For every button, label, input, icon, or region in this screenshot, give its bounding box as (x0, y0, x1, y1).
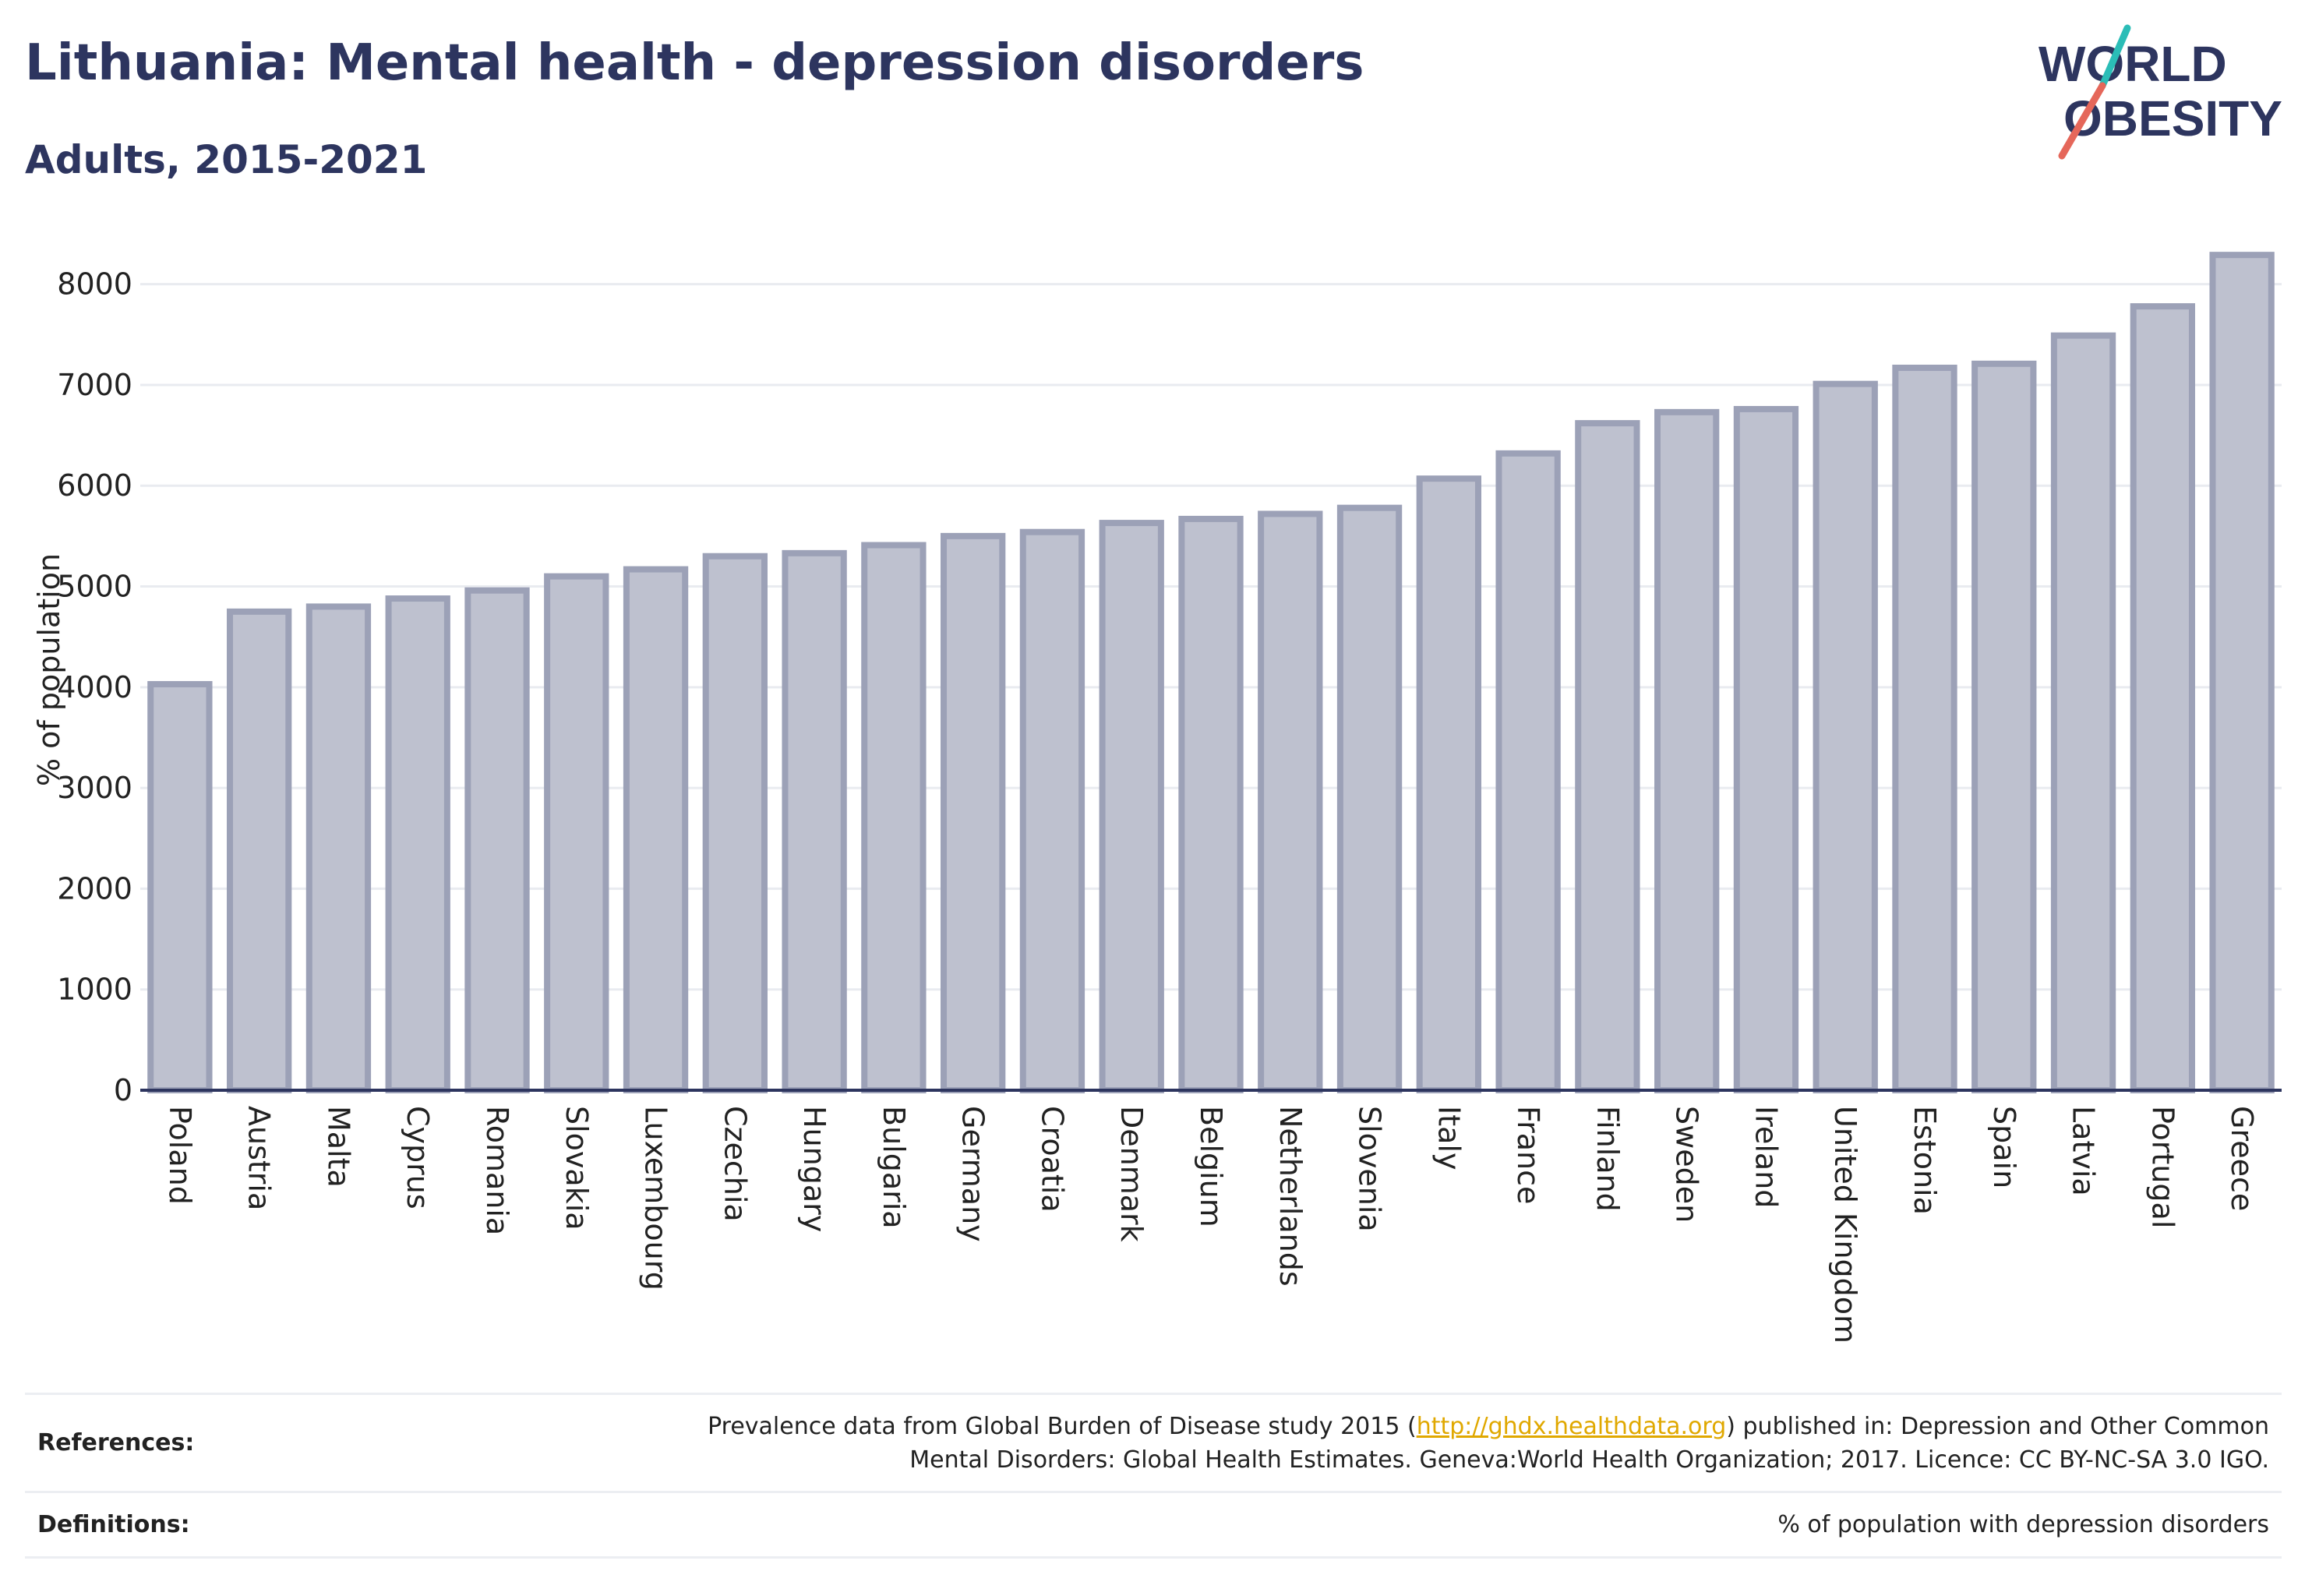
definitions-label: Definitions: (37, 1511, 190, 1538)
bar-romania (464, 587, 530, 1093)
x-tick-label: Romania (480, 1106, 514, 1235)
axes: 0 1000 2000 3000 4000 5000 6000 7000 8000 Poland A… (57, 267, 2282, 1344)
world-obesity-logo: WORLD OBESITY (2038, 24, 2282, 160)
bar-greece (2209, 252, 2275, 1094)
definitions-text: % of population with depression disorder… (1777, 1511, 2269, 1538)
x-tick-label: Austria (242, 1106, 277, 1210)
bar-slovakia (544, 573, 609, 1093)
x-tick-label: Italy (1431, 1106, 1466, 1170)
bars (147, 252, 2275, 1094)
logo-slash-bottom (2058, 82, 2106, 160)
y-tick-label: 0 (114, 1073, 132, 1107)
x-tick-label: Germany (956, 1106, 990, 1242)
x-tick-label: Belgium (1194, 1106, 1228, 1227)
bar-croatia (1019, 528, 1085, 1093)
x-tick-label: Spain (1987, 1106, 2021, 1188)
logo-slash-top (2099, 24, 2131, 90)
bar-denmark (1099, 520, 1164, 1093)
bar-italy (1416, 475, 1481, 1093)
chart-title: Lithuania: Mental health - depression di… (25, 34, 1364, 92)
references-text-end: ) published in: Depression and Other Com… (1726, 1412, 2269, 1440)
bar-austria (227, 608, 292, 1093)
x-tick-label: Finland (1590, 1106, 1625, 1212)
x-tick-label: Slovenia (1353, 1106, 1387, 1232)
bar-finland (1575, 420, 1640, 1093)
bar-cyprus (385, 595, 450, 1093)
definitions-row: Definitions: % of population with depres… (25, 1493, 2282, 1559)
bar-sweden (1654, 408, 1720, 1093)
x-tick-label: Portugal (2145, 1106, 2180, 1228)
y-tick-label: 2000 (57, 871, 132, 906)
chart-subtitle: Adults, 2015-2021 (25, 137, 428, 182)
bar-poland (147, 680, 213, 1093)
bar-slovenia (1336, 504, 1403, 1093)
x-tick-label: Bulgaria (877, 1106, 911, 1229)
references-label: References: (37, 1429, 195, 1457)
bar-germany (941, 532, 1006, 1093)
references-text-line2: Mental Disorders: Global Health Estimate… (909, 1446, 2269, 1474)
y-tick-label: 8000 (57, 267, 132, 302)
references-row: References: Prevalence data from Global … (25, 1395, 2282, 1493)
bar-malta (305, 603, 372, 1093)
x-tick-label: United Kingdom (1828, 1106, 1862, 1344)
y-tick-label: 7000 (57, 368, 132, 402)
y-tick-label: 1000 (57, 973, 132, 1007)
references-text-start: Prevalence data from Global Burden of Di… (708, 1412, 1417, 1440)
y-tick-label: 4000 (57, 670, 132, 704)
bar-hungary (782, 549, 847, 1093)
x-tick-label: Hungary (797, 1106, 831, 1232)
x-tick-label: Croatia (1035, 1106, 1069, 1213)
x-tick-label: Greece (2225, 1106, 2259, 1211)
bar-czechia (702, 553, 768, 1093)
x-tick-label: Latvia (2067, 1106, 2101, 1196)
y-tick-label: 5000 (57, 570, 132, 604)
x-tick-label: Denmark (1114, 1106, 1149, 1242)
references-link[interactable]: http://ghdx.healthdata.org (1416, 1412, 1727, 1440)
bar-united-kingdom (1813, 380, 1878, 1093)
x-tick-label: Ireland (1749, 1106, 1783, 1208)
logo-word-obesity: OBESITY (2063, 90, 2282, 147)
x-tick-label: Estonia (1908, 1106, 1942, 1215)
references-text: Prevalence data from Global Burden of Di… (708, 1410, 2282, 1477)
bar-luxembourg (623, 566, 689, 1093)
y-tick-label: 6000 (57, 468, 132, 503)
x-tick-label: Sweden (1670, 1106, 1704, 1223)
x-tick-label: Slovakia (559, 1106, 594, 1231)
bar-ireland (1733, 405, 1799, 1093)
x-tick-label: Poland (163, 1106, 197, 1205)
x-tick-label: Luxembourg (639, 1106, 673, 1291)
bar-estonia (1892, 364, 1957, 1093)
x-tick-label: France (1511, 1106, 1545, 1204)
x-tick-label: Netherlands (1273, 1106, 1308, 1287)
y-tick-label: 3000 (57, 771, 132, 805)
bar-latvia (2050, 332, 2116, 1094)
bar-chart: 0 1000 2000 3000 4000 5000 6000 7000 8000 Poland A… (32, 252, 2282, 1344)
bar-france (1495, 450, 1561, 1093)
bar-netherlands (1258, 510, 1323, 1093)
logo-word-world: WORLD (2038, 36, 2227, 92)
bar-portugal (2130, 303, 2195, 1094)
bar-belgium (1178, 515, 1244, 1093)
x-tick-label: Malta (321, 1106, 355, 1188)
footer-notes: References: Prevalence data from Global … (25, 1393, 2282, 1559)
x-tick-label: Cyprus (401, 1106, 435, 1209)
y-axis-label: % of population (32, 553, 66, 786)
bar-bulgaria (861, 542, 927, 1093)
bar-spain (1971, 360, 2037, 1093)
x-tick-label: Czechia (718, 1106, 752, 1222)
